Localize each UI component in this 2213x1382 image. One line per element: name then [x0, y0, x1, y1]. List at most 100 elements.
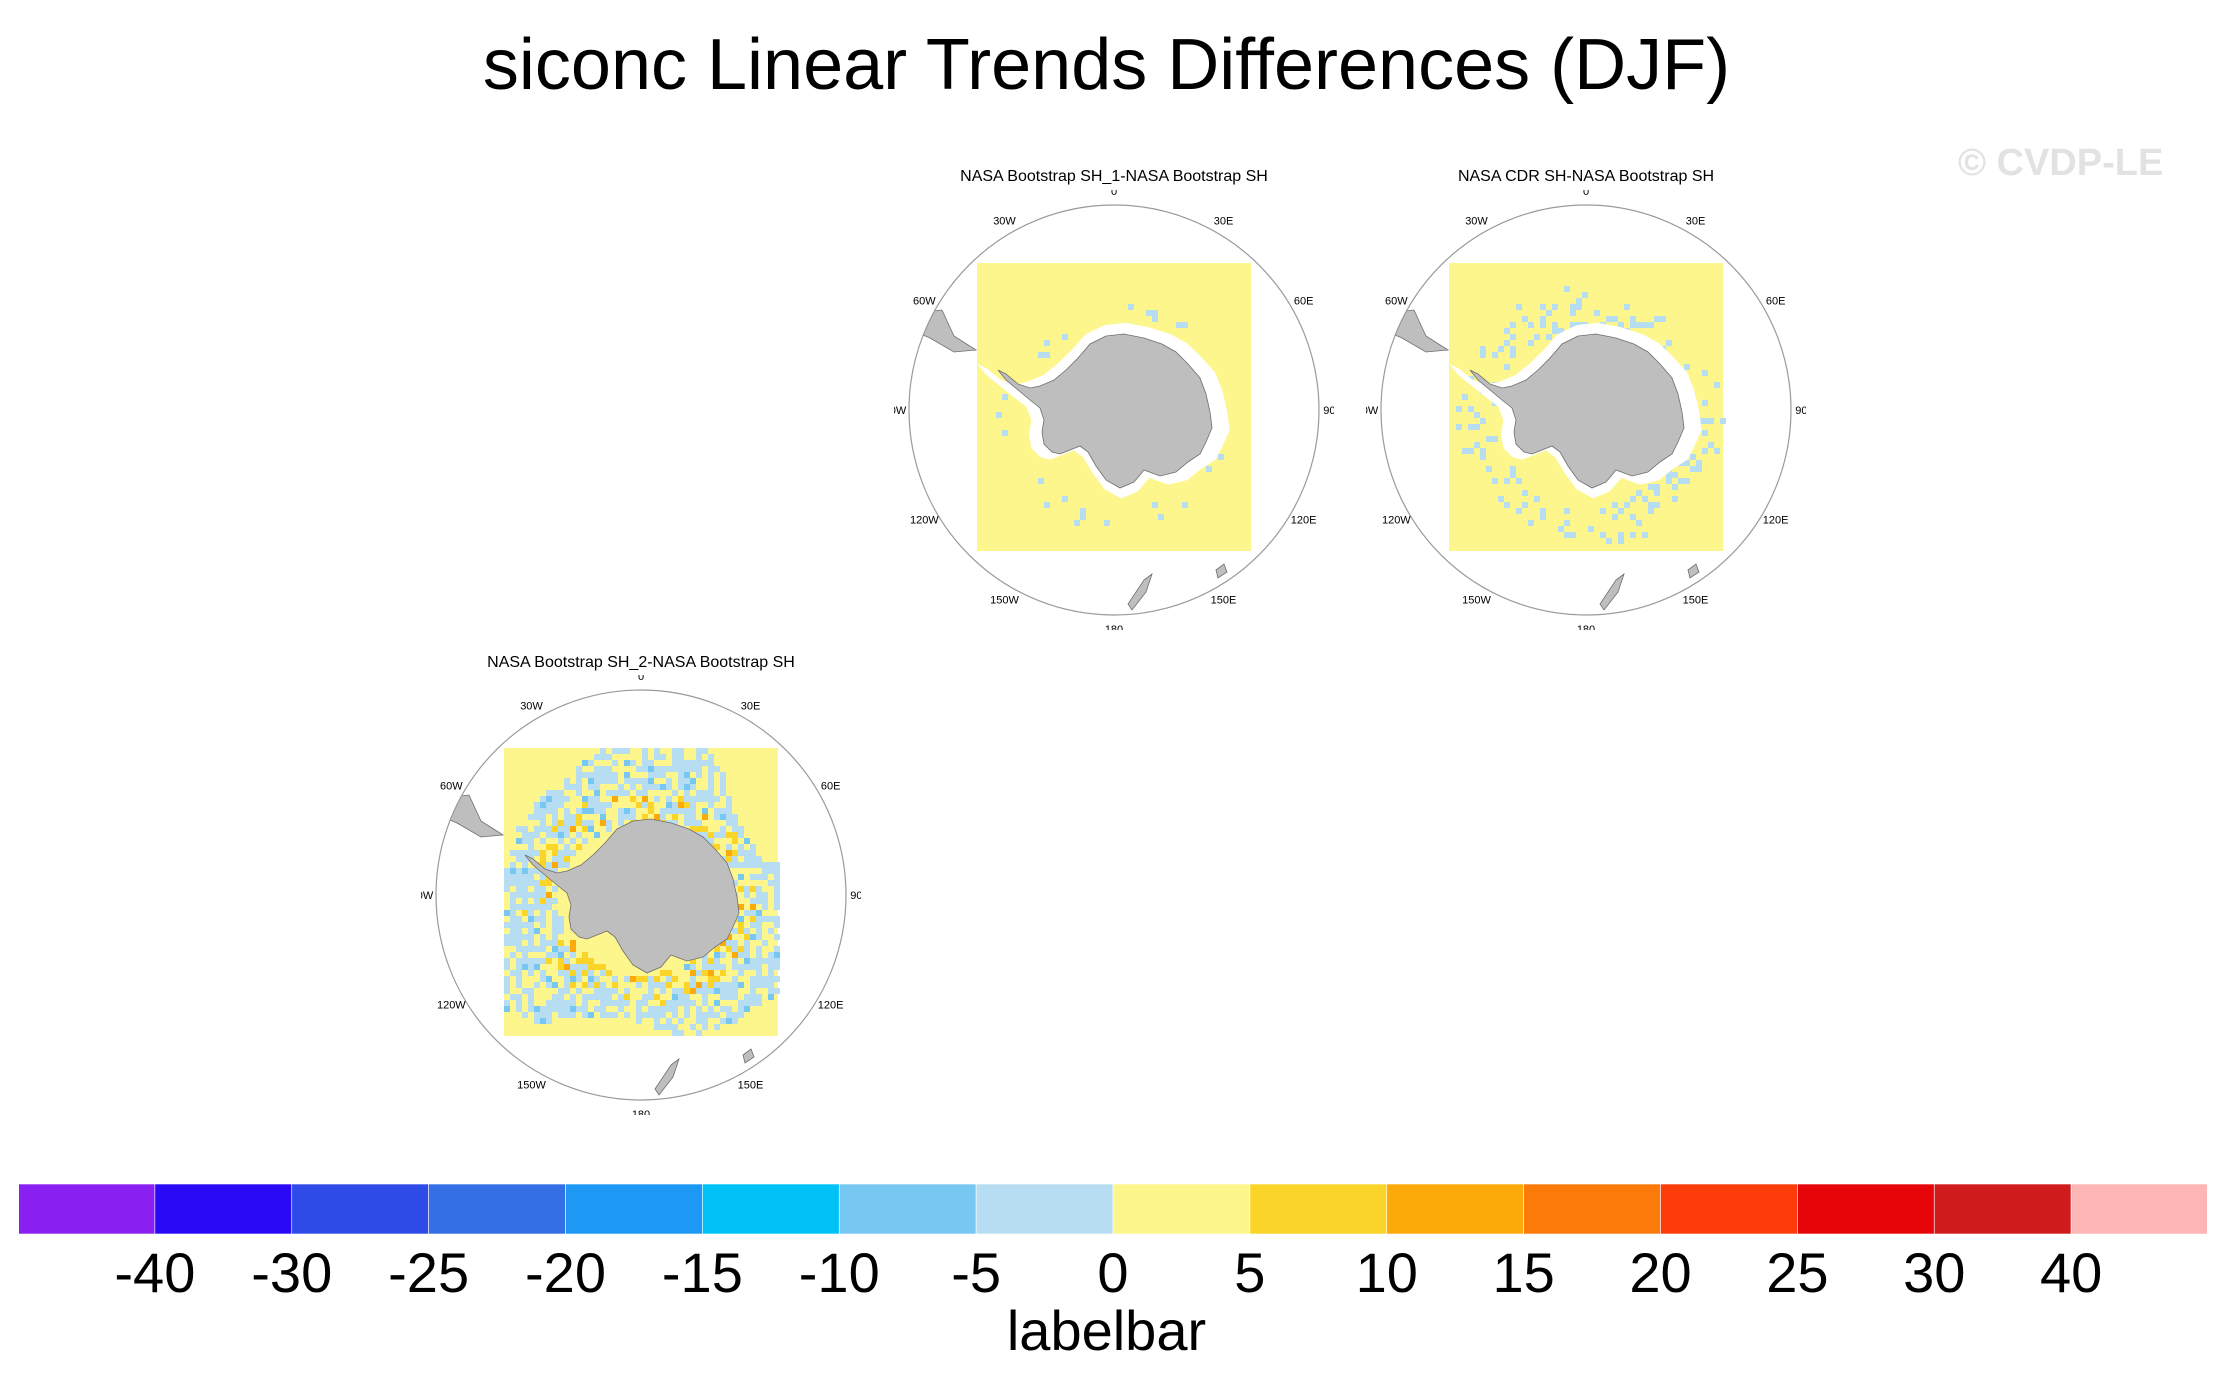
- anomaly-cell: [708, 838, 714, 844]
- anomaly-cell: [576, 844, 582, 850]
- anomaly-cell: [726, 1018, 732, 1024]
- colorbar-bin-13: [1797, 1183, 1935, 1235]
- anomaly-cell: [774, 946, 780, 952]
- anomaly-cell: [534, 946, 540, 952]
- anomaly-cell: [618, 784, 624, 790]
- anomaly-cell: [1702, 370, 1708, 376]
- anomaly-cell: [624, 1000, 630, 1006]
- anomaly-cell: [654, 784, 660, 790]
- anomaly-cell: [558, 964, 564, 970]
- anomaly-cell: [1564, 286, 1570, 292]
- longitude-label: 60E: [821, 781, 841, 793]
- anomaly-cell: [534, 916, 540, 922]
- anomaly-cell: [732, 1018, 738, 1024]
- anomaly-cell: [588, 808, 594, 814]
- anomaly-cell: [600, 772, 606, 778]
- anomaly-cell: [756, 946, 762, 952]
- anomaly-cell: [648, 760, 654, 766]
- anomaly-cell: [744, 958, 750, 964]
- anomaly-cell: [744, 892, 750, 898]
- anomaly-cell: [756, 982, 762, 988]
- anomaly-cell: [654, 1018, 660, 1024]
- anomaly-cell: [1540, 316, 1546, 322]
- anomaly-cell: [768, 952, 774, 958]
- anomaly-cell: [564, 784, 570, 790]
- anomaly-cell: [768, 970, 774, 976]
- anomaly-cell: [726, 934, 732, 940]
- anomaly-cell: [708, 988, 714, 994]
- anomaly-cell: [600, 1012, 606, 1018]
- anomaly-cell: [660, 982, 666, 988]
- anomaly-cell: [678, 988, 684, 994]
- anomaly-cell: [774, 964, 780, 970]
- longitude-label: 0: [1583, 190, 1589, 198]
- anomaly-cell: [540, 808, 546, 814]
- anomaly-cell: [636, 976, 642, 982]
- anomaly-cell: [528, 928, 534, 934]
- anomaly-cell: [630, 760, 636, 766]
- longitude-label: 90W: [421, 890, 434, 902]
- anomaly-cell: [546, 976, 552, 982]
- anomaly-cell: [702, 970, 708, 976]
- anomaly-cell: [1492, 478, 1498, 484]
- anomaly-cell: [642, 994, 648, 1000]
- anomaly-cell: [1672, 496, 1678, 502]
- anomaly-cell: [504, 886, 510, 892]
- anomaly-cell: [1152, 310, 1158, 316]
- anomaly-cell: [534, 880, 540, 886]
- anomaly-cell: [666, 982, 672, 988]
- anomaly-cell: [1672, 484, 1678, 490]
- anomaly-cell: [570, 1000, 576, 1006]
- anomaly-cell: [672, 1024, 678, 1030]
- antarctica-landmass: [524, 818, 740, 974]
- anomaly-cell: [744, 994, 750, 1000]
- anomaly-cell: [522, 988, 528, 994]
- anomaly-cell: [588, 964, 594, 970]
- anomaly-cell: [528, 874, 534, 880]
- anomaly-cell: [678, 802, 684, 808]
- anomaly-cell: [696, 754, 702, 760]
- anomaly-cell: [588, 976, 594, 982]
- anomaly-cell: [648, 1006, 654, 1012]
- anomaly-cell: [510, 916, 516, 922]
- anomaly-cell: [774, 898, 780, 904]
- anomaly-cell: [744, 886, 750, 892]
- anomaly-cell: [534, 832, 540, 838]
- anomaly-cell: [522, 904, 528, 910]
- anomaly-cell: [708, 766, 714, 772]
- anomaly-cell: [678, 748, 684, 754]
- anomaly-cell: [1498, 496, 1504, 502]
- colorbar-bin-9: [1249, 1183, 1388, 1235]
- anomaly-cell: [750, 994, 756, 1000]
- anomaly-cell: [552, 940, 558, 946]
- anomaly-cell: [756, 952, 762, 958]
- anomaly-cell: [762, 916, 768, 922]
- anomaly-cell: [1206, 466, 1212, 472]
- anomaly-cell: [558, 838, 564, 844]
- anomaly-cell: [510, 862, 516, 868]
- colorbar-bin-10: [1386, 1183, 1524, 1235]
- anomaly-cell: [708, 754, 714, 760]
- anomaly-cell: [1618, 508, 1624, 514]
- anomaly-cell: [564, 988, 570, 994]
- anomaly-cell: [732, 976, 738, 982]
- anomaly-cell: [570, 850, 576, 856]
- anomaly-cell: [654, 748, 660, 754]
- anomaly-cell: [522, 856, 528, 862]
- anomaly-cell: [534, 928, 540, 934]
- anomaly-cell: [588, 772, 594, 778]
- anomaly-cell: [522, 868, 528, 874]
- anomaly-cell: [564, 1012, 570, 1018]
- anomaly-cell: [684, 790, 690, 796]
- anomaly-cell: [1146, 316, 1152, 322]
- anomaly-cell: [558, 826, 564, 832]
- anomaly-cell: [618, 790, 624, 796]
- anomaly-cell: [660, 1024, 666, 1030]
- anomaly-cell: [582, 796, 588, 802]
- anomaly-cell: [588, 820, 594, 826]
- anomaly-cell: [1480, 346, 1486, 352]
- anomaly-cell: [516, 886, 522, 892]
- anomaly-cell: [768, 958, 774, 964]
- anomaly-cell: [690, 988, 696, 994]
- anomaly-cell: [558, 994, 564, 1000]
